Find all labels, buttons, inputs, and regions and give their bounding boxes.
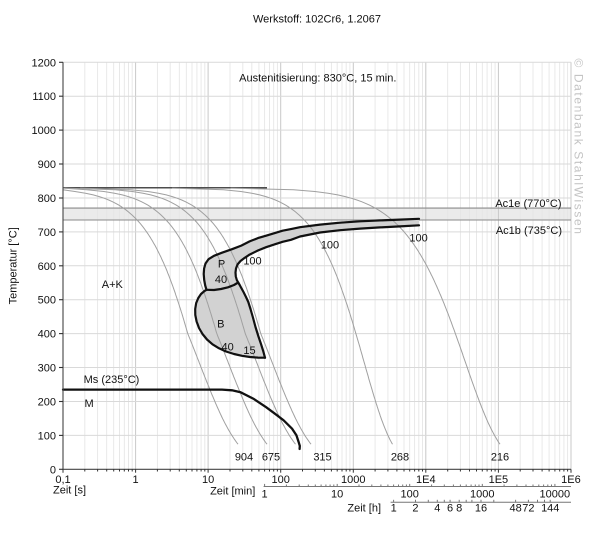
svg-text:900: 900: [38, 159, 56, 171]
svg-text:100: 100: [243, 256, 261, 268]
svg-text:800: 800: [38, 193, 56, 205]
svg-text:300: 300: [38, 363, 56, 375]
svg-text:100: 100: [401, 488, 419, 500]
svg-text:1E6: 1E6: [561, 474, 581, 486]
svg-text:100: 100: [38, 430, 56, 442]
svg-text:Werkstoff: 102Cr6, 1.2067: Werkstoff: 102Cr6, 1.2067: [253, 13, 381, 25]
svg-text:© Datenbank StahlWissen: © Datenbank StahlWissen: [572, 59, 586, 236]
svg-text:Zeit [min]: Zeit [min]: [210, 485, 255, 497]
svg-text:A+K: A+K: [102, 279, 124, 291]
svg-text:1200: 1200: [32, 57, 56, 69]
svg-text:144: 144: [541, 503, 559, 515]
svg-text:Temperatur [°C]: Temperatur [°C]: [8, 227, 20, 304]
svg-text:B: B: [217, 318, 224, 330]
svg-text:0,1: 0,1: [55, 474, 70, 486]
svg-text:Ac1b (735°C): Ac1b (735°C): [496, 225, 562, 237]
svg-text:1: 1: [391, 503, 397, 515]
svg-text:100: 100: [321, 240, 339, 252]
svg-text:1E5: 1E5: [489, 474, 509, 486]
svg-text:16: 16: [475, 503, 487, 515]
svg-text:400: 400: [38, 329, 56, 341]
svg-text:1000: 1000: [470, 488, 494, 500]
svg-text:40: 40: [221, 341, 233, 353]
svg-text:315: 315: [313, 452, 331, 464]
svg-text:100: 100: [272, 474, 290, 486]
svg-text:675: 675: [262, 452, 280, 464]
svg-text:M: M: [85, 398, 94, 410]
svg-text:904: 904: [235, 452, 253, 464]
svg-text:1: 1: [262, 488, 268, 500]
svg-text:268: 268: [391, 452, 409, 464]
svg-text:2: 2: [412, 503, 418, 515]
svg-text:1000: 1000: [32, 125, 56, 137]
svg-text:1100: 1100: [32, 91, 56, 103]
svg-text:48: 48: [510, 503, 522, 515]
svg-text:P: P: [218, 259, 225, 271]
svg-text:Austenitisierung: 830°C, 15 mi: Austenitisierung: 830°C, 15 min.: [239, 73, 396, 85]
svg-text:15: 15: [243, 345, 255, 357]
svg-text:600: 600: [38, 261, 56, 273]
svg-text:500: 500: [38, 295, 56, 307]
svg-text:0: 0: [50, 464, 56, 476]
svg-text:Ac1e (770°C): Ac1e (770°C): [495, 198, 561, 210]
svg-text:700: 700: [38, 227, 56, 239]
svg-text:200: 200: [38, 396, 56, 408]
svg-text:8: 8: [456, 503, 462, 515]
svg-text:6: 6: [447, 503, 453, 515]
svg-text:Zeit [h]: Zeit [h]: [347, 503, 381, 515]
svg-text:216: 216: [491, 452, 509, 464]
svg-text:Zeit [s]: Zeit [s]: [53, 485, 86, 497]
svg-text:100: 100: [409, 232, 427, 244]
svg-text:72: 72: [522, 503, 534, 515]
svg-text:Ms (235°C): Ms (235°C): [84, 374, 140, 386]
svg-text:1000: 1000: [341, 474, 365, 486]
svg-text:1: 1: [133, 474, 139, 486]
svg-text:40: 40: [215, 274, 227, 286]
svg-text:10: 10: [331, 488, 343, 500]
svg-text:1E4: 1E4: [416, 474, 436, 486]
svg-text:10000: 10000: [540, 488, 571, 500]
svg-text:10: 10: [202, 474, 214, 486]
svg-text:4: 4: [434, 503, 440, 515]
